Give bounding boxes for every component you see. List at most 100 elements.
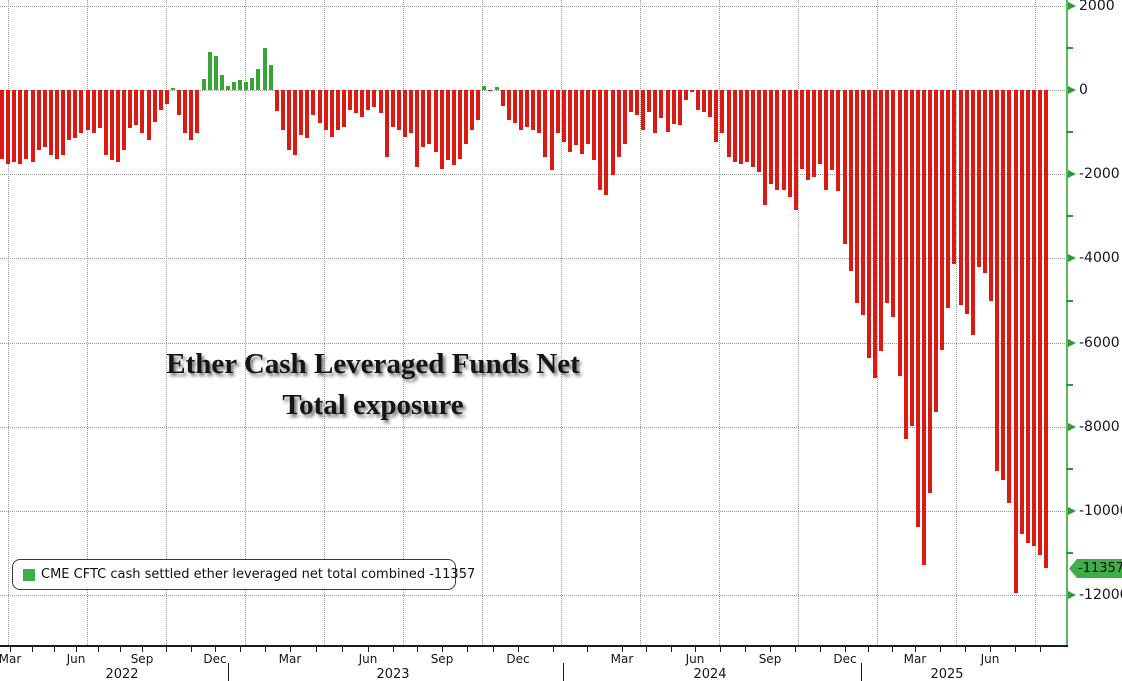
x-axis-tick — [820, 646, 821, 652]
x-axis-month-label: Dec — [506, 652, 530, 666]
bar — [592, 90, 597, 161]
bar — [641, 90, 646, 130]
bar — [616, 90, 621, 157]
bar — [280, 90, 285, 130]
gridline-vertical — [640, 0, 641, 645]
gridline-vertical — [8, 0, 9, 645]
bar — [897, 90, 902, 377]
bar — [305, 90, 310, 139]
x-axis-tick — [190, 646, 192, 652]
chart-title-line2: Total exposure — [282, 389, 464, 421]
bar — [311, 90, 316, 115]
bar — [543, 90, 548, 157]
y-axis-tick-label: -8000 — [1079, 418, 1120, 435]
x-axis-tick — [646, 646, 648, 652]
bar — [531, 90, 536, 130]
legend-item[interactable]: CME CFTC cash settled ether leveraged ne… — [12, 559, 475, 590]
bar — [152, 90, 157, 122]
bar — [128, 90, 133, 129]
bar — [30, 90, 35, 162]
bar — [1013, 90, 1018, 594]
bar — [348, 90, 352, 111]
y-axis-tick-label: 2000 — [1079, 0, 1115, 14]
bar — [36, 90, 41, 151]
gridline-horizontal — [0, 595, 1067, 597]
x-axis-tick — [316, 646, 317, 652]
x-axis-month-label: Dec — [833, 652, 857, 666]
bar — [0, 90, 4, 159]
y-axis-arrow-icon — [1068, 338, 1076, 347]
legend-label: CME CFTC cash settled ether leveraged ne… — [41, 567, 476, 582]
x-axis-year-label: 2024 — [693, 667, 727, 681]
gridline-vertical — [166, 0, 167, 645]
x-axis-tick — [240, 646, 241, 652]
gridline-vertical — [324, 0, 325, 645]
bar — [525, 90, 530, 127]
bar — [610, 90, 615, 176]
bar — [464, 90, 468, 144]
bar — [79, 90, 84, 134]
bar — [885, 90, 890, 303]
y-axis-minor-tick — [1066, 215, 1073, 218]
bar — [225, 86, 230, 90]
bar — [696, 90, 700, 110]
x-axis-tick — [1015, 646, 1016, 652]
bar — [488, 90, 493, 92]
bar — [451, 90, 456, 166]
x-axis-tick — [342, 646, 343, 652]
bar — [67, 90, 72, 141]
bar — [964, 90, 969, 314]
bar — [378, 90, 383, 114]
y-axis-tick-label: -6000 — [1079, 334, 1120, 351]
bar — [958, 90, 963, 305]
bar — [720, 90, 725, 134]
x-axis-month-label: Jun — [685, 652, 705, 666]
bar — [775, 90, 780, 191]
x-axis-tick — [76, 646, 77, 652]
bar — [702, 90, 707, 112]
bar — [54, 90, 59, 159]
y-axis-line — [1066, 0, 1068, 646]
bar — [109, 90, 114, 161]
bar — [201, 79, 206, 90]
y-axis-tick-label: -4000 — [1079, 250, 1120, 267]
x-axis-tick — [745, 646, 746, 652]
y-axis-minor-tick — [1066, 467, 1073, 470]
bar — [116, 90, 120, 162]
x-axis-month-label: Mar — [610, 652, 634, 666]
y-axis-minor-tick — [1066, 131, 1073, 134]
y-axis-tick-label: 0 — [1079, 82, 1088, 98]
bar — [439, 90, 444, 170]
bar — [61, 90, 66, 156]
bar — [274, 90, 279, 112]
bar — [256, 69, 261, 91]
bar — [659, 90, 664, 119]
bar — [799, 90, 804, 169]
bar — [561, 90, 566, 142]
x-axis-line — [0, 645, 1068, 647]
bar — [1025, 90, 1030, 543]
bar — [763, 90, 768, 206]
bar — [1001, 90, 1006, 481]
x-axis-tick — [142, 646, 143, 652]
y-axis-arrow-icon — [1068, 422, 1076, 431]
bar — [494, 87, 499, 90]
bar — [396, 90, 401, 130]
bar — [122, 90, 127, 151]
bar — [934, 90, 939, 413]
bar — [476, 90, 481, 120]
bar — [482, 86, 487, 90]
bar — [335, 90, 340, 130]
x-axis-tick — [215, 646, 216, 652]
bar — [714, 90, 719, 142]
y-axis-tick-label: -12000 — [1079, 587, 1122, 604]
bar — [537, 90, 542, 134]
y-axis-tick-label: -10000 — [1079, 503, 1122, 519]
bar — [457, 90, 462, 159]
bar — [195, 90, 200, 134]
bar — [329, 90, 334, 137]
x-axis-tick — [32, 646, 33, 652]
